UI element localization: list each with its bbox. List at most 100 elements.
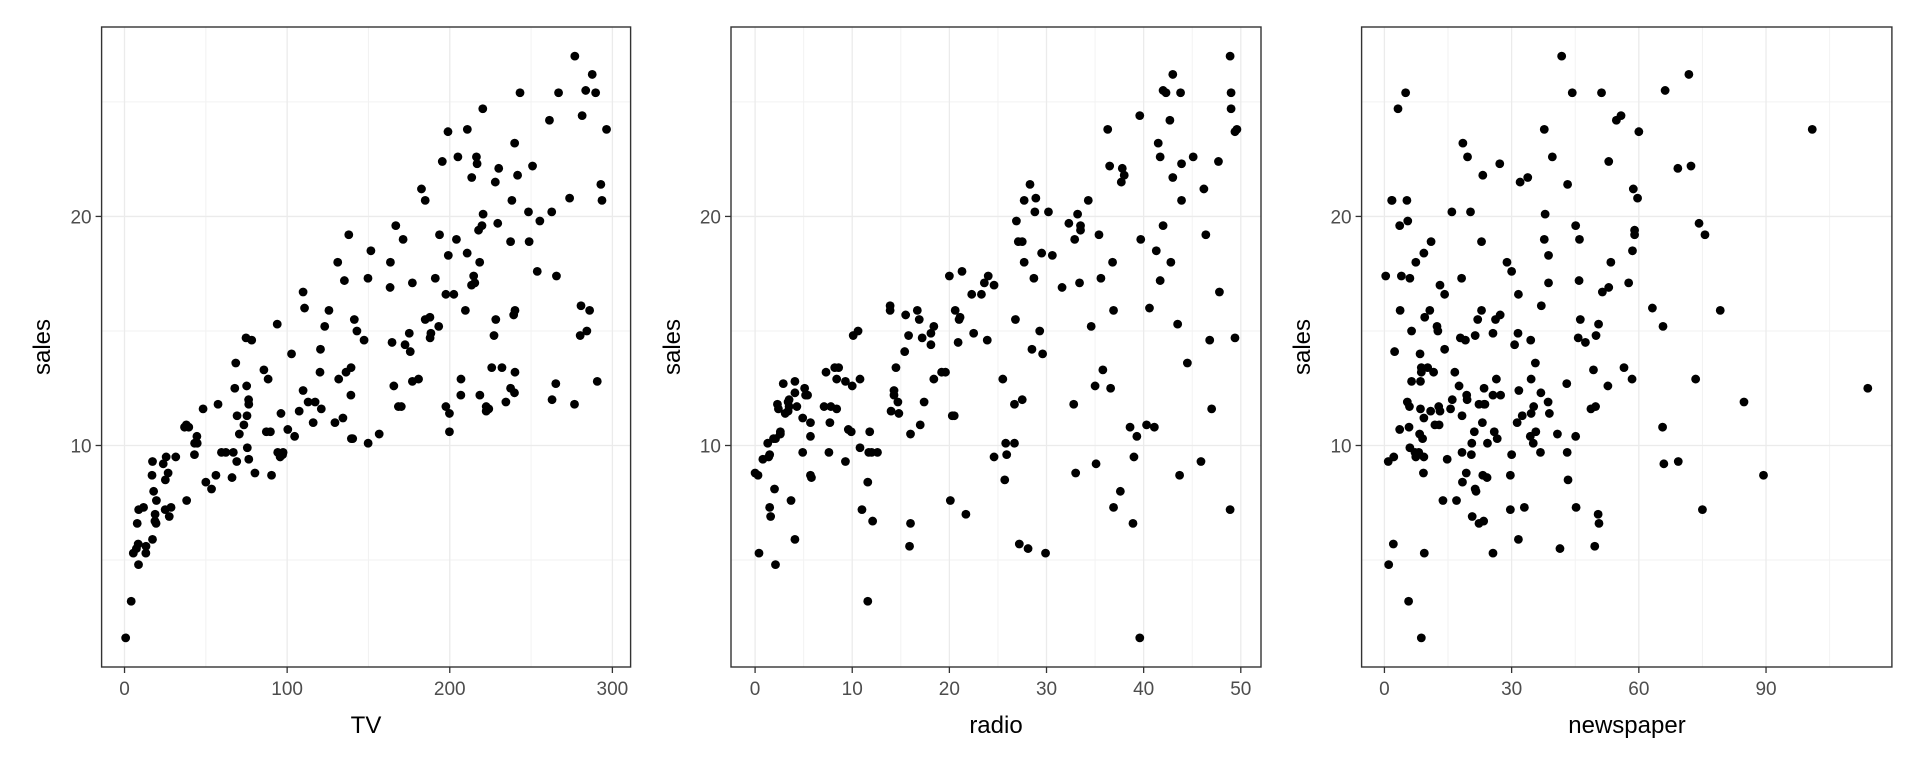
data-point: [1544, 409, 1554, 418]
data-point: [1807, 124, 1817, 134]
data-point: [510, 138, 520, 148]
data-point: [481, 406, 491, 416]
data-point: [160, 475, 170, 485]
data-point: [334, 374, 344, 384]
data-point: [290, 431, 300, 441]
data-point: [273, 447, 283, 457]
y-tick-label: 10: [1330, 436, 1351, 457]
data-point: [1168, 173, 1178, 182]
data-point: [576, 301, 586, 311]
data-point: [1470, 331, 1480, 340]
data-point: [1450, 367, 1460, 377]
data-point: [1660, 86, 1670, 95]
data-point: [969, 328, 979, 338]
data-point: [806, 418, 815, 427]
data-point: [330, 418, 340, 427]
data-point: [1507, 267, 1517, 276]
data-point: [819, 402, 829, 411]
data-point: [1469, 427, 1479, 437]
data-point: [456, 390, 466, 400]
data-point: [1155, 276, 1165, 285]
data-point: [1454, 381, 1464, 391]
data-point: [158, 459, 168, 469]
data-point: [904, 331, 913, 340]
data-point: [1419, 468, 1428, 478]
data-point: [770, 484, 779, 494]
data-point: [929, 374, 939, 384]
data-point: [452, 234, 461, 244]
data-point: [1575, 234, 1584, 244]
data-point: [847, 381, 857, 391]
data-point: [926, 340, 936, 350]
data-point: [535, 216, 545, 226]
data-point: [1404, 596, 1414, 606]
data-point: [192, 438, 202, 448]
data-point: [217, 447, 226, 457]
data-point: [528, 161, 537, 171]
data-point: [868, 516, 878, 526]
data-point: [1225, 505, 1235, 515]
data-point: [478, 104, 488, 114]
data-point: [1619, 363, 1629, 373]
data-point: [1463, 152, 1472, 162]
data-point: [244, 454, 254, 464]
data-point: [1230, 333, 1240, 343]
panel-border: [1360, 26, 1893, 668]
data-point: [1098, 365, 1108, 375]
data-point: [1478, 170, 1488, 180]
data-point: [1086, 321, 1096, 331]
data-point: [1539, 124, 1549, 134]
data-point: [1603, 381, 1613, 391]
data-point: [1473, 315, 1483, 324]
data-point: [853, 326, 863, 336]
data-point: [148, 535, 157, 544]
data-point: [947, 411, 957, 421]
data-point: [1425, 305, 1435, 315]
data-point: [1403, 216, 1413, 226]
data-point: [1201, 230, 1211, 240]
data-point: [491, 315, 501, 324]
data-point: [1562, 447, 1572, 457]
data-point: [283, 425, 293, 434]
data-point: [1597, 287, 1607, 297]
data-point: [834, 363, 844, 373]
data-point: [979, 278, 989, 288]
data-point: [587, 70, 597, 79]
data-point: [425, 312, 435, 322]
data-point: [441, 402, 451, 411]
data-point: [198, 404, 208, 414]
data-point: [786, 496, 796, 505]
data-point: [1168, 70, 1178, 79]
data-point: [1611, 115, 1621, 125]
data-point: [1083, 196, 1093, 205]
data-point: [430, 273, 440, 283]
data-point: [1430, 420, 1440, 430]
data-point: [867, 447, 877, 457]
data-point: [247, 335, 257, 345]
data-point: [1405, 443, 1415, 453]
data-point: [1536, 447, 1545, 457]
x-tick-label: 300: [597, 679, 629, 700]
data-point: [906, 429, 915, 439]
data-point: [1094, 230, 1104, 240]
data-point: [1658, 321, 1668, 331]
data-point: [1075, 278, 1084, 288]
data-point: [863, 477, 873, 487]
data-point: [453, 152, 463, 162]
data-point: [1590, 541, 1600, 551]
data-point: [1505, 505, 1515, 515]
panel-border: [730, 26, 1262, 668]
data-point: [1686, 161, 1696, 171]
data-point: [1001, 438, 1011, 448]
data-point: [316, 404, 326, 414]
data-point: [919, 397, 929, 407]
data-point: [570, 51, 580, 61]
data-point: [121, 633, 131, 643]
data-point: [1090, 381, 1100, 391]
data-point: [1395, 425, 1405, 434]
data-point: [387, 338, 397, 347]
data-point: [1011, 216, 1021, 226]
data-point: [1105, 161, 1115, 171]
data-point: [201, 477, 211, 487]
data-point: [1489, 427, 1499, 437]
